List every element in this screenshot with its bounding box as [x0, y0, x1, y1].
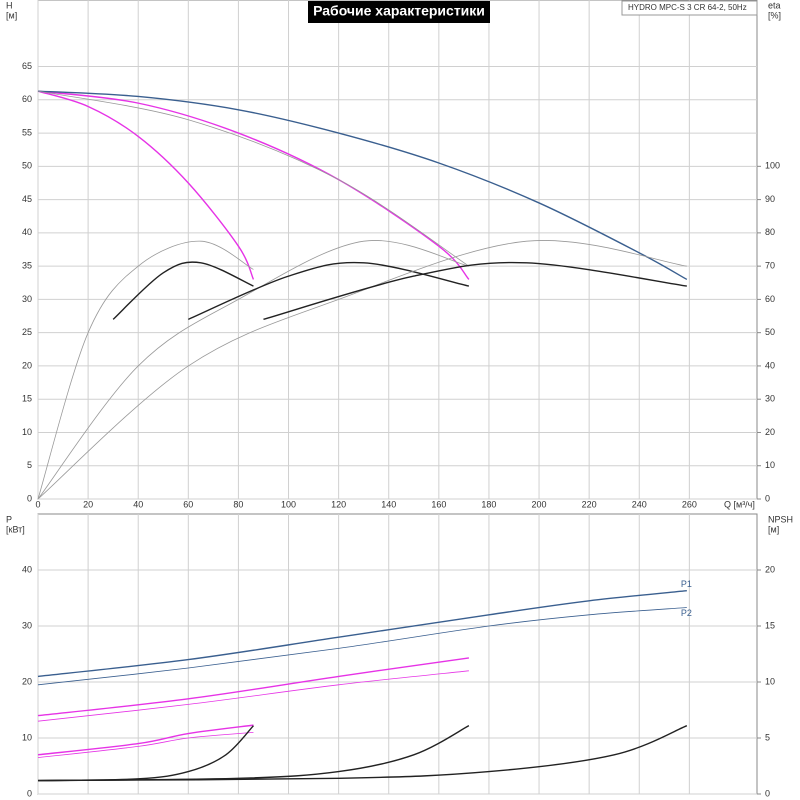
curve — [37, 240, 254, 500]
y-tick-label: 30 — [22, 620, 32, 630]
y-tick-label: 60 — [22, 94, 32, 104]
curve — [37, 90, 688, 281]
y-tick-label: 45 — [22, 194, 32, 204]
y2-tick-label: 80 — [765, 227, 775, 237]
x-tick-label: 160 — [431, 499, 446, 509]
y2-tick-label: 30 — [765, 394, 775, 404]
curve — [37, 732, 254, 758]
y2-axis-label: [%] — [768, 10, 781, 20]
y2-tick-label: 50 — [765, 327, 775, 337]
y-axis-label: P — [6, 514, 12, 524]
curve — [37, 90, 255, 280]
y2-tick-label: 40 — [765, 360, 775, 370]
y-tick-label: 20 — [22, 676, 32, 686]
x-tick-label: 180 — [481, 499, 496, 509]
x-tick-label: 60 — [183, 499, 193, 509]
y2-tick-label: 20 — [765, 564, 775, 574]
x-tick-label: 0 — [35, 499, 40, 509]
y-axis-label: [м] — [6, 10, 17, 20]
y2-axis-label: [м] — [768, 524, 779, 534]
model-box — [621, 0, 758, 16]
y-tick-label: 20 — [22, 360, 32, 370]
y-tick-label: 40 — [22, 564, 32, 574]
x-tick-label: 100 — [281, 499, 296, 509]
y2-tick-label: 0 — [765, 788, 770, 798]
y-tick-label: 35 — [22, 261, 32, 271]
curve — [37, 590, 687, 678]
y-tick-label: 40 — [22, 227, 32, 237]
x-tick-label: 40 — [133, 499, 143, 509]
curve — [37, 657, 469, 717]
curve — [37, 607, 687, 686]
curve — [188, 261, 470, 321]
y2-tick-label: 70 — [765, 261, 775, 271]
curve — [37, 90, 470, 267]
y-tick-label: 55 — [22, 127, 32, 137]
y2-tick-label: 10 — [765, 460, 775, 470]
curve — [263, 261, 687, 321]
y-tick-label: 10 — [22, 732, 32, 742]
x-tick-label: 20 — [83, 499, 93, 509]
curve — [37, 724, 254, 756]
x-tick-label: 120 — [331, 499, 346, 509]
y-tick-label: 50 — [22, 161, 32, 171]
y-tick-label: 5 — [27, 460, 32, 470]
plot-frame — [37, 0, 758, 500]
y2-tick-label: 0 — [765, 493, 770, 503]
curve — [37, 90, 470, 280]
y2-tick-label: 5 — [765, 732, 770, 742]
y2-tick-label: 100 — [765, 161, 780, 171]
y2-tick-label: 90 — [765, 194, 775, 204]
x-tick-label: 260 — [682, 499, 697, 509]
x-tick-label: 140 — [381, 499, 396, 509]
plot-frame — [37, 513, 758, 795]
curve — [37, 240, 687, 500]
y-axis-label: H — [6, 0, 13, 10]
x-tick-label: 80 — [233, 499, 243, 509]
curve — [37, 670, 469, 722]
y-tick-label: 15 — [22, 394, 32, 404]
y-tick-label: 0 — [27, 493, 32, 503]
y2-axis-label: NPSH — [768, 514, 793, 524]
y-tick-label: 25 — [22, 327, 32, 337]
y-tick-label: 65 — [22, 61, 32, 71]
curve — [37, 725, 254, 782]
y2-axis-label: eta — [768, 0, 781, 10]
title-box — [308, 1, 490, 23]
curve — [37, 725, 470, 782]
x-tick-label: 200 — [532, 499, 547, 509]
curve — [37, 240, 469, 500]
series-label: P2 — [681, 608, 692, 618]
y2-tick-label: 60 — [765, 294, 775, 304]
y-tick-label: 30 — [22, 294, 32, 304]
x-tick-label: 220 — [582, 499, 597, 509]
y2-tick-label: 15 — [765, 620, 775, 630]
series-label: P1 — [681, 579, 692, 589]
x-tick-label: 240 — [632, 499, 647, 509]
y-tick-label: 0 — [27, 788, 32, 798]
curve — [37, 725, 688, 782]
model-label: HYDRO MPC-S 3 CR 64-2, 50Hz — [628, 3, 747, 12]
y-tick-label: 10 — [22, 427, 32, 437]
x-axis-label: Q [м³/ч] — [724, 499, 755, 509]
y2-tick-label: 20 — [765, 427, 775, 437]
y-axis-label: [кВт] — [6, 524, 25, 534]
chart-title: Рабочие характеристики — [313, 3, 485, 19]
y2-tick-label: 10 — [765, 676, 775, 686]
curve — [112, 261, 254, 320]
